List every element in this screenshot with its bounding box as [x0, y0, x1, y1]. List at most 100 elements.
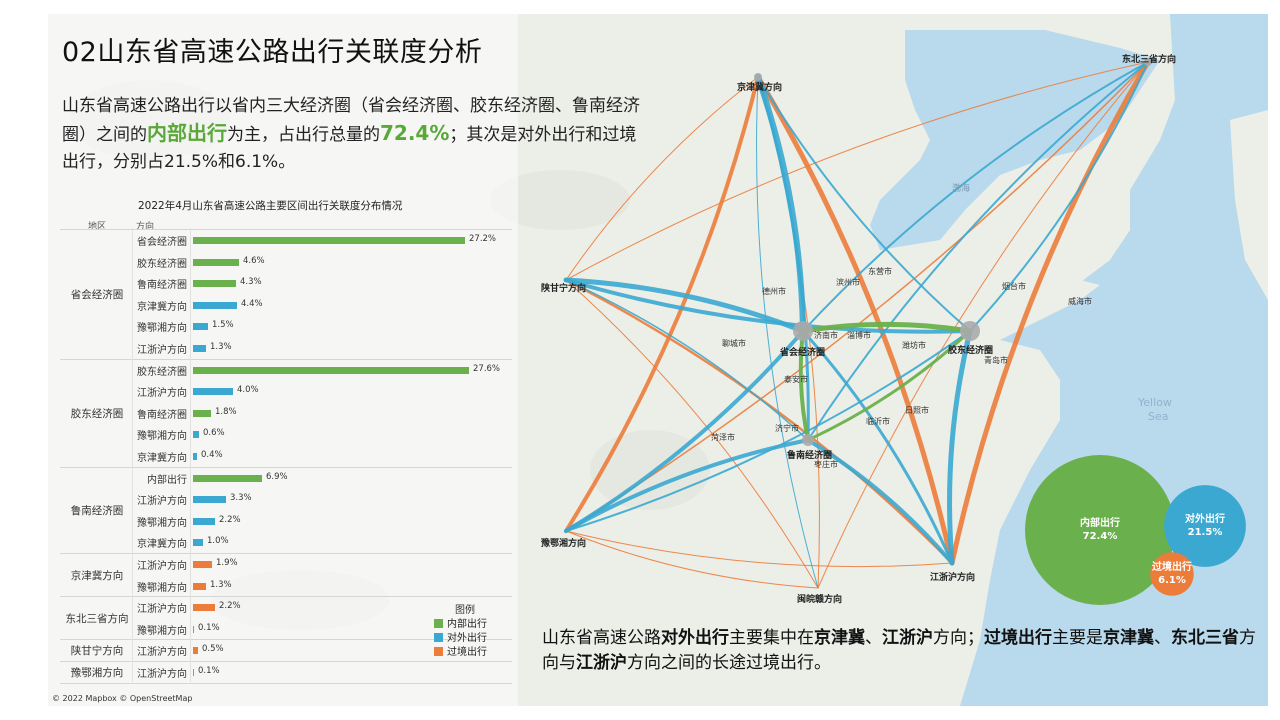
conclusion-part-3: 京津冀 — [814, 628, 865, 648]
bar-value-label: 2.2% — [219, 514, 241, 525]
group-divider — [60, 639, 512, 641]
bubble-label: 内部出行 72.4% — [1055, 517, 1145, 543]
bar — [193, 366, 469, 374]
city-label: 淄博市 — [847, 331, 871, 340]
bar — [193, 453, 197, 460]
bar-value-label: 1.0% — [207, 536, 229, 547]
legend-label-transit: 过境出行 — [447, 647, 487, 658]
bar-value-label: 1.3% — [210, 342, 232, 352]
legend-swatch-internal — [434, 619, 443, 628]
bar-value-label: 0.1% — [198, 622, 220, 633]
map-node-label: 省会经济圈 — [780, 348, 826, 358]
bar — [193, 388, 233, 396]
conclusion-part-11: 东北三省 — [1171, 628, 1239, 648]
bar-direction-label: 胶东经济圈 — [137, 366, 187, 378]
group-divider — [60, 358, 512, 360]
conclusion-part-8: 主要是 — [1052, 628, 1103, 648]
bar-value-label: 4.0% — [237, 385, 259, 396]
sea-label-bohai: 渤海 — [952, 184, 971, 194]
conclusion-part-13: 江浙沪 — [576, 653, 627, 673]
conclusion-part-1: 对外出行 — [661, 628, 729, 648]
flow-line — [949, 59, 1151, 566]
sea-label-yellow: Yellow — [1138, 396, 1172, 409]
conclusion-part-5: 江浙沪 — [882, 628, 933, 648]
map-node-label: 东北三省方向 — [1122, 55, 1177, 65]
bar-direction-label: 江浙沪方向 — [137, 561, 187, 572]
flow-line — [756, 75, 810, 442]
node-marker — [960, 321, 980, 341]
bubble-name: 对外出行 — [1185, 514, 1225, 525]
bar-direction-label: 江浙沪方向 — [137, 345, 187, 356]
bar-direction-label: 江浙沪方向 — [137, 647, 187, 659]
bar-value-label: 0.6% — [203, 428, 225, 439]
bar — [193, 323, 208, 331]
conclusion-part-12: 方向与 — [542, 628, 1256, 673]
flow-line — [798, 329, 810, 442]
region-label: 东北三省方向 — [65, 612, 129, 625]
flow-line — [563, 277, 806, 334]
bar-value-label: 27.2% — [469, 234, 497, 244]
bar — [193, 561, 212, 568]
bar-value-label: 6.9% — [266, 471, 288, 482]
region-label: 省会经济圈 — [70, 288, 124, 301]
node-marker — [793, 321, 813, 341]
city-label: 威海市 — [1068, 297, 1092, 306]
bar-value-label: 4.4% — [241, 298, 263, 309]
city-label: 泰安市 — [784, 375, 808, 384]
conclusion-part-10: 、 — [1154, 628, 1171, 648]
conclusion-part-9: 京津冀 — [1103, 628, 1154, 648]
bar-value-label: 0.5% — [202, 644, 224, 655]
map-node-label: 陕甘宁方向 — [541, 284, 587, 294]
intro-highlight-percent: 72.4% — [380, 121, 450, 145]
city-label: 聊城市 — [722, 339, 746, 348]
bubble-value: 6.1% — [1158, 575, 1186, 586]
map-node-label: 胶东经济圈 — [948, 346, 994, 356]
bubble-value: 21.5% — [1187, 527, 1223, 538]
city-label: 临沂市 — [866, 417, 890, 426]
bubble-value: 72.4% — [1082, 531, 1118, 542]
chart-title: 2022年4月山东省高速公路主要区间出行关联度分布情况 — [138, 200, 403, 212]
bar-direction-label: 豫鄂湘方向 — [137, 582, 187, 594]
flow-line — [800, 321, 973, 334]
flow-line — [565, 61, 1149, 532]
bar-direction-label: 豫鄂湘方向 — [137, 431, 187, 443]
bar-value-label: 0.1% — [198, 666, 220, 676]
conclusion-part-0: 山东省高速公路 — [542, 628, 661, 648]
city-label: 济南市 — [814, 331, 838, 340]
bar — [193, 669, 194, 676]
flow-line — [565, 530, 953, 568]
bar-value-label: 3.3% — [230, 493, 252, 504]
bar — [193, 301, 237, 309]
conclusion-part-2: 主要集中在 — [729, 628, 814, 648]
intro-text-3: ；其次是对外出行和过境出行，分别占21.5%和6.1%。 — [62, 125, 637, 172]
bar-direction-label: 内部出行 — [147, 474, 187, 486]
bar-direction-label: 豫鄂湘方向 — [137, 625, 187, 637]
flow-line — [947, 328, 973, 566]
page-title: 02山东省高速公路出行关联度分析 — [62, 37, 483, 68]
bar — [193, 409, 211, 417]
flow-line — [802, 61, 1149, 332]
legend-label-external: 对外出行 — [447, 633, 487, 644]
bar-value-label: 1.9% — [216, 558, 238, 568]
bar — [193, 539, 203, 547]
legend-title: 图例 — [455, 605, 475, 616]
bar-direction-label: 京津冀方向 — [137, 539, 187, 551]
city-label: 东营市 — [868, 267, 892, 276]
share-bubble — [1150, 552, 1194, 596]
flow-line — [806, 329, 972, 442]
bar — [193, 582, 206, 590]
bar-direction-label: 胶东经济圈 — [137, 258, 187, 270]
bar — [193, 517, 215, 525]
map-node-label: 豫鄂湘方向 — [541, 539, 587, 549]
chart-divider-right — [190, 228, 191, 682]
region-label: 豫鄂湘方向 — [70, 666, 124, 679]
bar — [193, 258, 239, 266]
group-divider — [60, 661, 512, 662]
intro-paragraph: 山东省高速公路出行以省内三大经济圈（省会经济圈、胶东经济圈、鲁南经济圈）之间的内… — [62, 93, 652, 176]
bar — [193, 496, 226, 504]
bar-direction-label: 江浙沪方向 — [137, 669, 187, 680]
node-marker — [802, 434, 814, 446]
